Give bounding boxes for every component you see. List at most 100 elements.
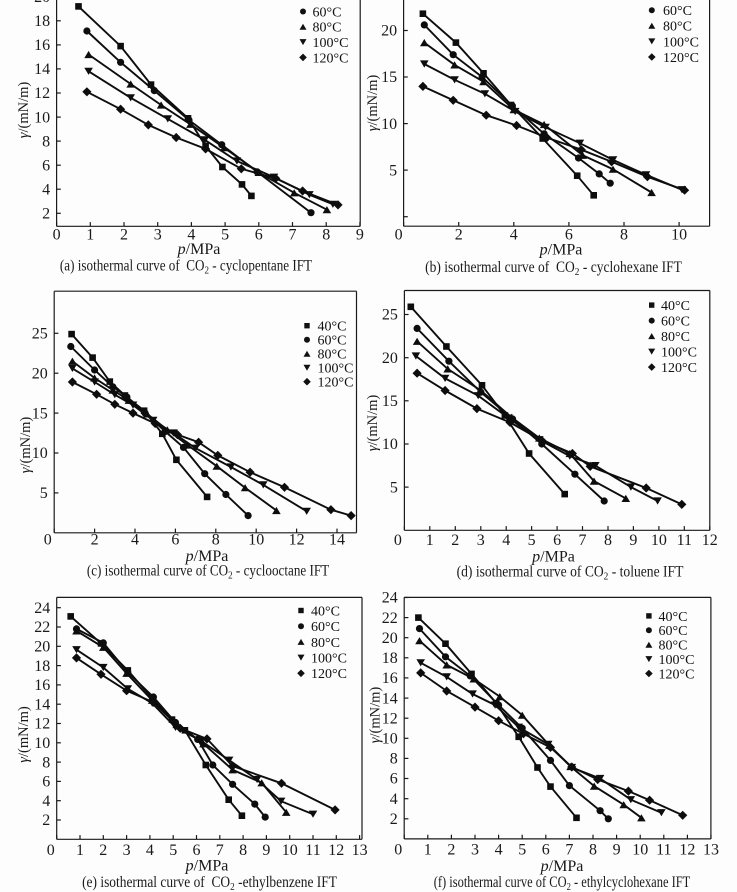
svg-text:4: 4 [502,532,510,549]
svg-text:7: 7 [216,842,224,859]
svg-text:p/MPa: p/MPa [185,548,229,565]
svg-text:8: 8 [239,842,247,859]
svg-text:0: 0 [394,842,402,859]
svg-text:5: 5 [169,842,177,859]
svg-text:60°C: 60°C [659,624,688,639]
svg-text:4: 4 [495,842,503,859]
svg-text:2: 2 [120,227,128,244]
svg-text:24: 24 [34,600,50,617]
svg-text:12: 12 [34,716,50,733]
svg-text:40°C: 40°C [318,320,347,335]
svg-text:60°C: 60°C [311,620,340,635]
svg-text:80°C: 80°C [318,348,347,363]
svg-text:60°C: 60°C [318,334,347,349]
svg-text:8: 8 [604,532,612,549]
svg-text:100°C: 100°C [663,35,699,50]
svg-text:6: 6 [390,771,398,788]
svg-text:p/MPa: p/MPa [177,241,221,258]
svg-text:16: 16 [34,677,50,694]
svg-text:10: 10 [381,116,397,133]
svg-text:(a) isothermal curve of CO2 -: (a) isothermal curve of CO2 - cyclopenta… [60,257,312,276]
svg-text:8: 8 [42,754,50,771]
svg-text:6: 6 [553,532,561,549]
svg-text:8: 8 [42,133,50,150]
svg-text:20: 20 [382,630,398,647]
svg-text:p/MPa: p/MPa [185,858,229,875]
svg-text:13: 13 [703,842,719,859]
svg-text:15: 15 [32,405,48,422]
svg-text:22: 22 [382,610,398,627]
svg-text:8: 8 [390,751,398,768]
svg-text:0: 0 [394,532,402,549]
svg-text:10: 10 [282,842,298,859]
svg-text:120°C: 120°C [659,667,695,682]
svg-text:4: 4 [187,227,195,244]
svg-text:20: 20 [381,23,397,40]
svg-text:4: 4 [131,532,139,549]
svg-text:9: 9 [356,227,364,244]
svg-text:12: 12 [289,532,305,549]
svg-text:γ/(mN/m): γ/(mN/m) [16,82,32,139]
svg-text:12: 12 [382,710,398,727]
svg-text:100°C: 100°C [661,346,697,361]
svg-text:(c) isothermal curve of CO2 -: (c) isothermal curve of CO2 - cyclooctan… [87,562,329,581]
svg-text:4: 4 [42,181,50,198]
svg-text:11: 11 [656,842,671,859]
svg-text:10: 10 [671,227,687,244]
svg-text:γ/(mN/m): γ/(mN/m) [365,75,381,132]
svg-text:2: 2 [42,206,50,223]
svg-text:100°C: 100°C [659,653,695,668]
svg-text:80°C: 80°C [663,20,692,35]
svg-text:5: 5 [390,479,398,496]
svg-text:6: 6 [171,532,179,549]
svg-text:3: 3 [123,842,131,859]
svg-text:4: 4 [390,791,398,808]
svg-text:0: 0 [395,227,403,244]
svg-text:4: 4 [510,227,518,244]
svg-text:40°C: 40°C [659,610,688,625]
svg-text:20: 20 [32,365,48,382]
svg-text:p/MPa: p/MPa [539,242,583,259]
svg-text:(d) isothermal curve of CO2 -: (d) isothermal curve of CO2 - toluene IF… [457,563,684,582]
svg-text:(e) isothermal curve of CO2 -: (e) isothermal curve of CO2 -ethylbenzen… [82,874,337,892]
svg-text:120°C: 120°C [661,361,697,376]
svg-text:8: 8 [589,842,597,859]
svg-text:18: 18 [34,13,50,30]
svg-text:(f) isothermal curve of CO2 -: (f) isothermal curve of CO2 - ethylcyclo… [434,874,691,892]
svg-text:80°C: 80°C [659,639,688,654]
svg-text:15: 15 [382,393,398,410]
svg-text:24: 24 [382,590,398,607]
svg-text:10: 10 [382,436,398,453]
svg-text:120°C: 120°C [313,51,349,66]
svg-text:0: 0 [44,532,52,549]
svg-text:5: 5 [518,842,526,859]
svg-text:120°C: 120°C [318,376,354,391]
svg-text:2: 2 [42,812,50,829]
svg-text:p/MPa: p/MPa [531,549,575,566]
svg-text:14: 14 [329,532,345,549]
svg-text:γ/(mN/m): γ/(mN/m) [16,706,32,763]
svg-text:2: 2 [390,811,398,828]
svg-text:10: 10 [248,532,264,549]
svg-text:80°C: 80°C [313,21,342,36]
svg-text:18: 18 [34,658,50,675]
svg-text:9: 9 [262,842,270,859]
svg-text:12: 12 [679,842,695,859]
svg-text:6: 6 [42,157,50,174]
svg-text:3: 3 [154,227,162,244]
svg-text:1: 1 [426,532,434,549]
svg-text:22: 22 [34,619,50,636]
svg-text:12: 12 [328,842,344,859]
svg-text:2: 2 [91,532,99,549]
svg-text:14: 14 [34,696,50,713]
svg-text:6: 6 [193,842,201,859]
svg-text:10: 10 [632,842,648,859]
svg-text:p/MPa: p/MPa [540,858,584,875]
svg-text:11: 11 [677,532,692,549]
svg-text:5: 5 [40,485,48,502]
svg-text:8: 8 [620,227,628,244]
svg-text:120°C: 120°C [311,667,347,682]
svg-text:80°C: 80°C [661,330,690,345]
svg-text:13: 13 [352,842,368,859]
svg-text:8: 8 [212,532,220,549]
